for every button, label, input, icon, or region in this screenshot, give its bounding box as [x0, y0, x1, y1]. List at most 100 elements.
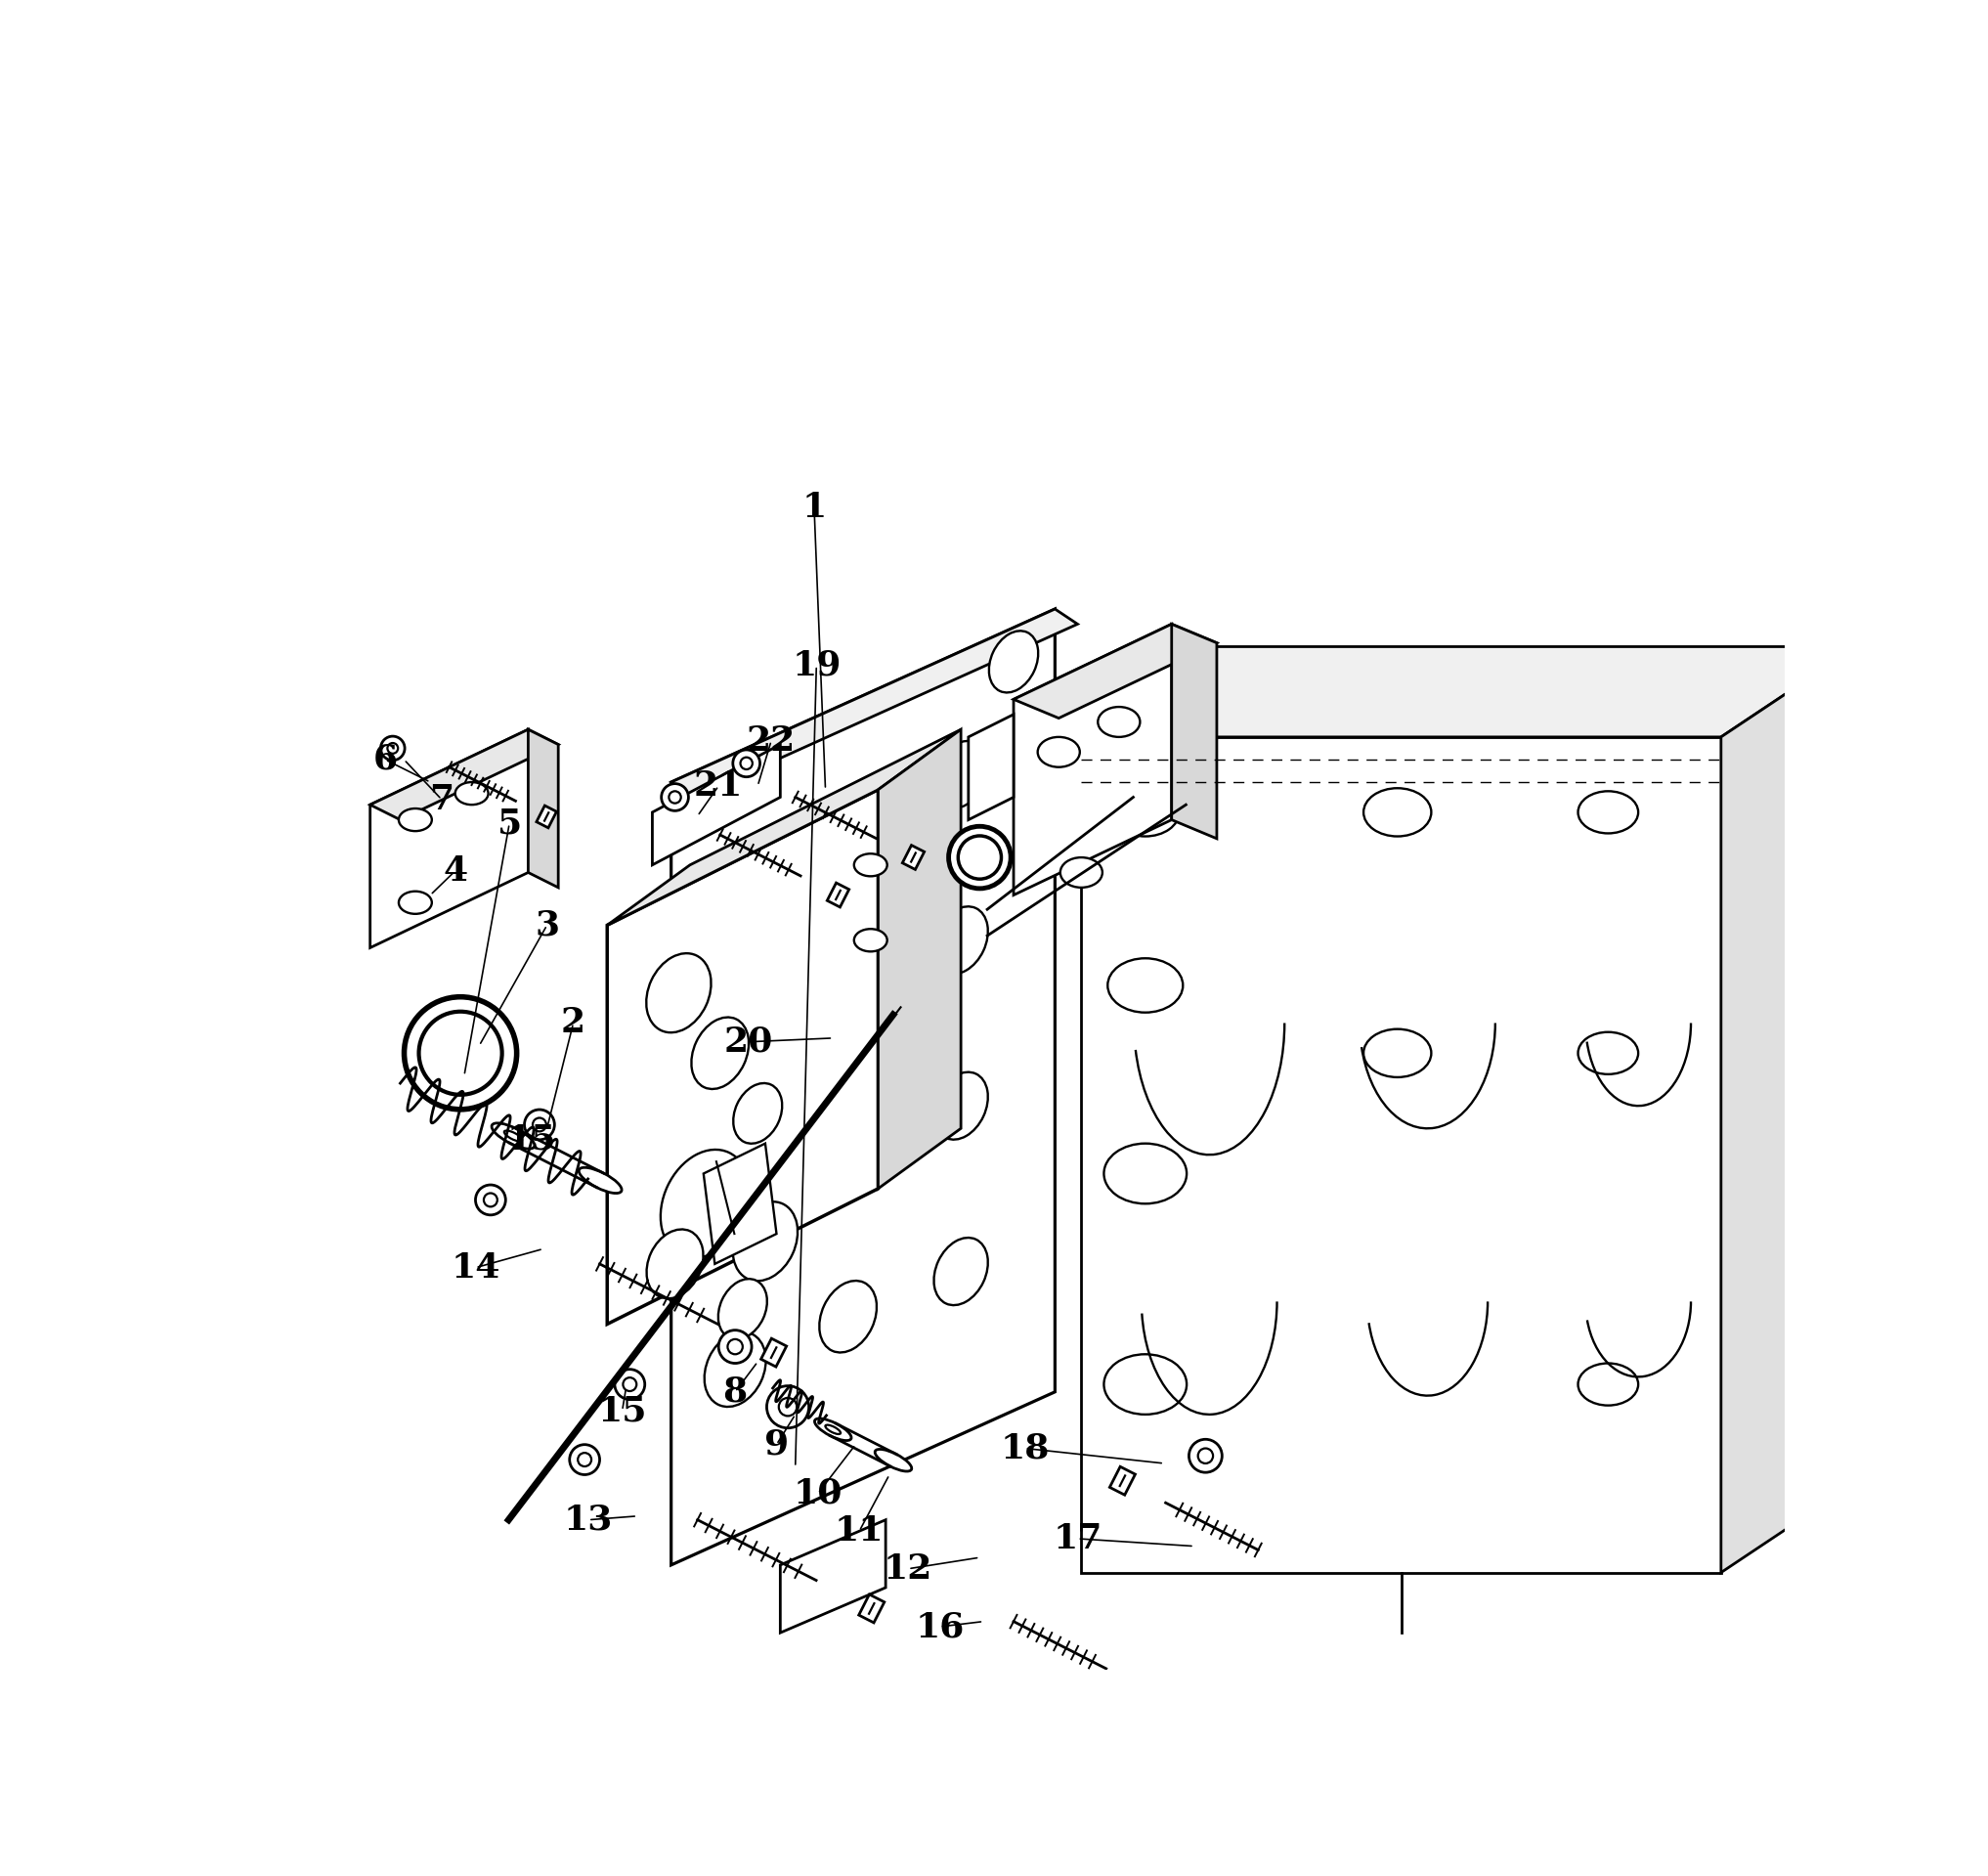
Text: 22: 22: [747, 724, 795, 758]
Circle shape: [783, 1015, 867, 1097]
Ellipse shape: [455, 782, 489, 805]
Circle shape: [728, 1339, 744, 1354]
Circle shape: [958, 837, 1002, 880]
Ellipse shape: [400, 809, 431, 831]
Polygon shape: [779, 1520, 885, 1632]
Ellipse shape: [660, 1150, 749, 1257]
Text: 15: 15: [598, 1394, 646, 1428]
Circle shape: [388, 743, 398, 754]
Polygon shape: [1109, 1467, 1135, 1495]
Ellipse shape: [646, 1229, 704, 1298]
Circle shape: [1189, 1439, 1223, 1473]
Text: 15: 15: [507, 1124, 557, 1156]
Circle shape: [948, 825, 1010, 889]
Ellipse shape: [1038, 737, 1079, 767]
Polygon shape: [537, 805, 557, 827]
Circle shape: [767, 1386, 809, 1428]
Text: 12: 12: [883, 1551, 932, 1585]
Ellipse shape: [1107, 959, 1183, 1013]
Ellipse shape: [934, 1071, 988, 1139]
Ellipse shape: [491, 1124, 535, 1148]
Text: 8: 8: [724, 1375, 747, 1409]
Ellipse shape: [1103, 1144, 1187, 1204]
Ellipse shape: [855, 854, 887, 876]
Polygon shape: [672, 610, 1056, 1565]
Ellipse shape: [692, 1017, 749, 1090]
Polygon shape: [606, 790, 879, 1324]
Circle shape: [1199, 1448, 1213, 1463]
Ellipse shape: [704, 842, 765, 917]
Circle shape: [419, 1011, 503, 1096]
Ellipse shape: [1578, 792, 1638, 833]
Circle shape: [769, 1000, 883, 1112]
Ellipse shape: [934, 906, 988, 974]
Circle shape: [569, 1445, 600, 1475]
Text: 18: 18: [1000, 1431, 1050, 1465]
Polygon shape: [652, 745, 779, 865]
Ellipse shape: [646, 953, 712, 1032]
Polygon shape: [968, 715, 1014, 820]
Polygon shape: [1171, 625, 1217, 839]
Circle shape: [614, 1369, 644, 1399]
Ellipse shape: [579, 1167, 622, 1193]
Text: 2: 2: [561, 1006, 586, 1039]
Circle shape: [525, 1109, 555, 1141]
Ellipse shape: [1111, 788, 1179, 837]
Text: 7: 7: [429, 782, 453, 816]
Ellipse shape: [815, 1418, 851, 1441]
Ellipse shape: [734, 1082, 781, 1144]
Polygon shape: [1014, 625, 1217, 719]
Ellipse shape: [1364, 1030, 1431, 1077]
Circle shape: [740, 758, 751, 769]
Circle shape: [779, 1398, 797, 1416]
Polygon shape: [903, 846, 924, 869]
Text: 9: 9: [763, 1428, 789, 1461]
Text: 1: 1: [801, 492, 827, 523]
Polygon shape: [827, 884, 849, 908]
Ellipse shape: [704, 985, 765, 1060]
Circle shape: [579, 1452, 590, 1467]
Text: 14: 14: [451, 1251, 501, 1285]
Polygon shape: [1137, 1677, 1163, 1705]
Ellipse shape: [734, 1203, 797, 1281]
Polygon shape: [529, 730, 559, 887]
Text: 19: 19: [791, 649, 841, 683]
Circle shape: [843, 968, 914, 1039]
Polygon shape: [1081, 737, 1722, 1572]
Polygon shape: [672, 610, 1077, 797]
Text: 6: 6: [374, 743, 398, 777]
Circle shape: [829, 955, 926, 1052]
Ellipse shape: [934, 741, 988, 809]
Polygon shape: [370, 730, 529, 947]
Circle shape: [662, 784, 688, 810]
Circle shape: [533, 1118, 547, 1131]
Ellipse shape: [1097, 707, 1139, 737]
Ellipse shape: [704, 1152, 765, 1227]
Circle shape: [483, 1193, 497, 1206]
Ellipse shape: [819, 949, 877, 1021]
Ellipse shape: [1103, 1354, 1187, 1415]
Ellipse shape: [505, 1131, 523, 1141]
Ellipse shape: [855, 929, 887, 951]
Ellipse shape: [718, 1279, 767, 1339]
Text: 10: 10: [793, 1476, 843, 1510]
Ellipse shape: [819, 792, 877, 863]
Circle shape: [404, 996, 517, 1109]
Polygon shape: [704, 1144, 777, 1264]
Polygon shape: [370, 730, 559, 820]
Circle shape: [734, 750, 759, 777]
Text: 17: 17: [1054, 1521, 1101, 1555]
Ellipse shape: [988, 630, 1038, 692]
Polygon shape: [1081, 647, 1857, 737]
Text: 11: 11: [835, 1514, 885, 1548]
Ellipse shape: [400, 891, 431, 914]
Circle shape: [718, 1330, 751, 1364]
Ellipse shape: [704, 1332, 765, 1407]
Polygon shape: [1722, 647, 1857, 1572]
Circle shape: [475, 1186, 505, 1216]
Circle shape: [380, 735, 406, 760]
Ellipse shape: [934, 1238, 988, 1306]
Text: 5: 5: [497, 807, 521, 840]
Ellipse shape: [1060, 857, 1103, 887]
Polygon shape: [1014, 625, 1171, 895]
